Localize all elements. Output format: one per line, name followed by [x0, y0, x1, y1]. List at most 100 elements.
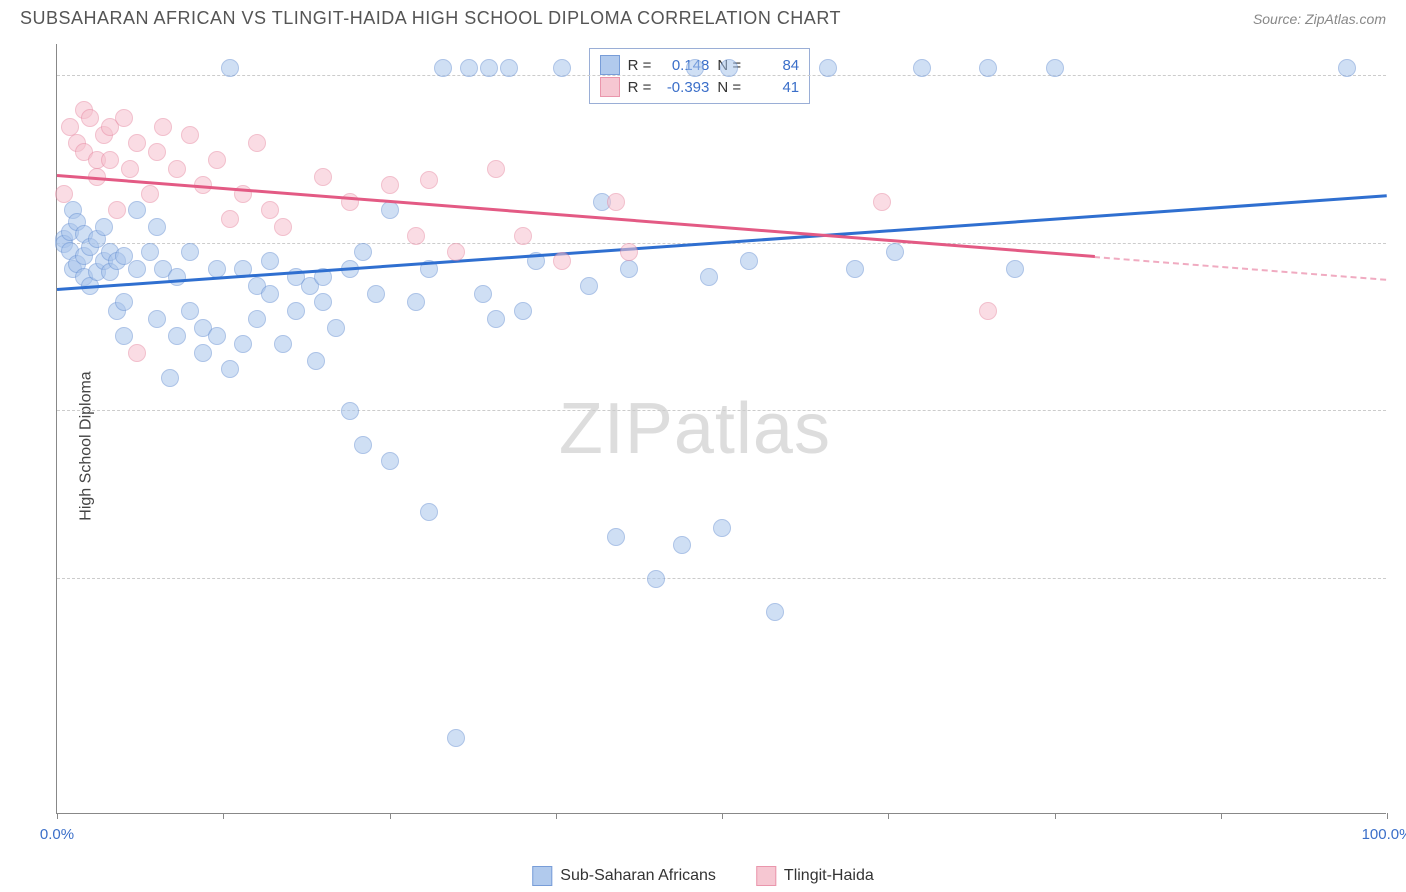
xtick — [390, 813, 391, 819]
data-point-ssa — [673, 536, 691, 554]
data-point-th — [261, 201, 279, 219]
data-point-ssa — [460, 59, 478, 77]
ytick-label: 70.0% — [1396, 553, 1406, 570]
data-point-th — [108, 201, 126, 219]
data-point-ssa — [700, 268, 718, 286]
xtick — [57, 813, 58, 819]
data-point-th — [314, 168, 332, 186]
data-point-ssa — [487, 310, 505, 328]
data-point-ssa — [221, 59, 239, 77]
chart-source: Source: ZipAtlas.com — [1253, 11, 1386, 27]
data-point-th — [487, 160, 505, 178]
data-point-th — [620, 243, 638, 261]
data-point-ssa — [913, 59, 931, 77]
trendline-th-dashed — [1094, 256, 1387, 281]
swatch-ssa-icon — [532, 866, 552, 886]
data-point-ssa — [553, 59, 571, 77]
legend-item-th: Tlingit-Haida — [756, 866, 874, 886]
data-point-th — [208, 151, 226, 169]
data-point-th — [61, 118, 79, 136]
gridline — [57, 410, 1386, 411]
data-point-ssa — [620, 260, 638, 278]
chart-title: SUBSAHARAN AFRICAN VS TLINGIT-HAIDA HIGH… — [20, 8, 841, 29]
data-point-ssa — [208, 327, 226, 345]
data-point-ssa — [95, 218, 113, 236]
data-point-th — [447, 243, 465, 261]
data-point-th — [514, 227, 532, 245]
data-point-ssa — [686, 59, 704, 77]
xtick — [1055, 813, 1056, 819]
trendline-th — [57, 174, 1095, 257]
data-point-ssa — [128, 260, 146, 278]
watermark: ZIPatlas — [559, 388, 831, 470]
data-point-ssa — [766, 603, 784, 621]
data-point-ssa — [115, 327, 133, 345]
data-point-th — [979, 302, 997, 320]
scatter-chart: ZIPatlas R = 0.148 N = 84 R = -0.393 N =… — [56, 44, 1386, 814]
legend-item-ssa: Sub-Saharan Africans — [532, 866, 716, 886]
gridline — [57, 578, 1386, 579]
data-point-th — [181, 126, 199, 144]
data-point-th — [121, 160, 139, 178]
data-point-ssa — [274, 335, 292, 353]
data-point-ssa — [819, 59, 837, 77]
data-point-th — [873, 193, 891, 211]
xtick — [1221, 813, 1222, 819]
data-point-ssa — [234, 335, 252, 353]
xtick-label: 100.0% — [1362, 826, 1406, 843]
data-point-th — [221, 210, 239, 228]
data-point-ssa — [367, 285, 385, 303]
data-point-th — [168, 160, 186, 178]
data-point-ssa — [480, 59, 498, 77]
data-point-ssa — [261, 252, 279, 270]
data-point-ssa — [979, 59, 997, 77]
legend-row-th: R = -0.393 N = 41 — [600, 77, 800, 97]
data-point-ssa — [341, 402, 359, 420]
data-point-ssa — [474, 285, 492, 303]
data-point-th — [274, 218, 292, 236]
ytick-label: 100.0% — [1396, 51, 1406, 68]
data-point-ssa — [354, 436, 372, 454]
data-point-ssa — [407, 293, 425, 311]
data-point-ssa — [181, 302, 199, 320]
data-point-ssa — [381, 201, 399, 219]
data-point-ssa — [381, 452, 399, 470]
data-point-th — [553, 252, 571, 270]
xtick — [223, 813, 224, 819]
gridline — [57, 75, 1386, 76]
data-point-ssa — [886, 243, 904, 261]
data-point-th — [141, 185, 159, 203]
xtick — [722, 813, 723, 819]
chart-header: SUBSAHARAN AFRICAN VS TLINGIT-HAIDA HIGH… — [0, 0, 1406, 33]
data-point-th — [115, 109, 133, 127]
data-point-ssa — [580, 277, 598, 295]
data-point-ssa — [148, 218, 166, 236]
data-point-ssa — [221, 360, 239, 378]
data-point-ssa — [514, 302, 532, 320]
data-point-ssa — [161, 369, 179, 387]
xtick — [556, 813, 557, 819]
data-point-ssa — [420, 503, 438, 521]
xtick — [888, 813, 889, 819]
data-point-th — [55, 185, 73, 203]
data-point-ssa — [128, 201, 146, 219]
data-point-th — [407, 227, 425, 245]
ytick-label: 90.0% — [1396, 218, 1406, 235]
data-point-th — [148, 143, 166, 161]
swatch-ssa — [600, 55, 620, 75]
data-point-ssa — [141, 243, 159, 261]
data-point-ssa — [115, 293, 133, 311]
data-point-ssa — [434, 59, 452, 77]
data-point-th — [607, 193, 625, 211]
xtick-label: 0.0% — [40, 826, 74, 843]
data-point-th — [81, 109, 99, 127]
data-point-ssa — [1046, 59, 1064, 77]
data-point-ssa — [148, 310, 166, 328]
data-point-ssa — [248, 310, 266, 328]
data-point-ssa — [314, 293, 332, 311]
xtick — [1387, 813, 1388, 819]
data-point-ssa — [1338, 59, 1356, 77]
data-point-ssa — [181, 243, 199, 261]
data-point-ssa — [740, 252, 758, 270]
ytick-label: 80.0% — [1396, 386, 1406, 403]
